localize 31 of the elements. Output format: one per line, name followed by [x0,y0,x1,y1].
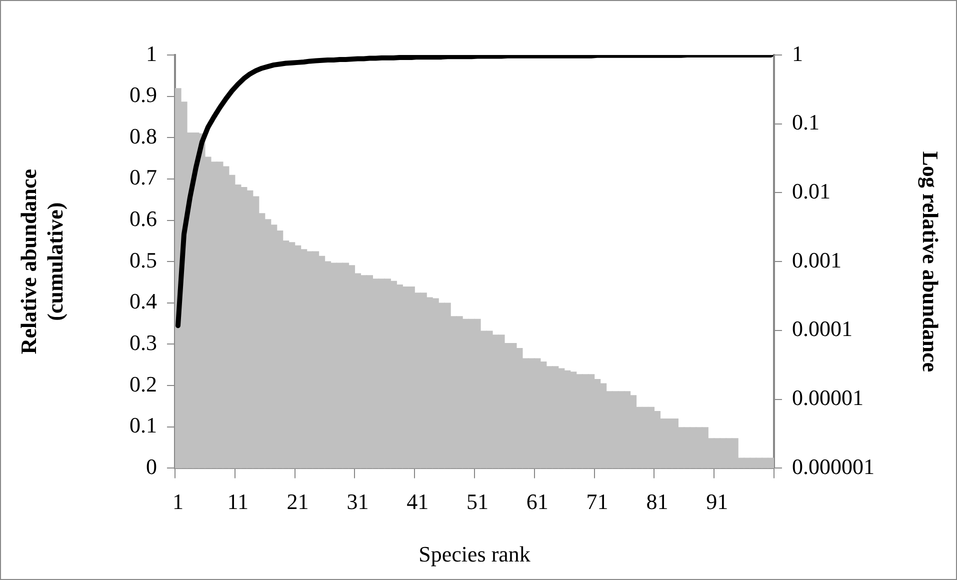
y2-tick-label: 0.01 [792,178,830,204]
x-tick-label: 41 [406,489,429,514]
y-tick-label: 0.5 [130,247,157,272]
x-tick-label: 51 [466,489,488,514]
y-axis-title: Relative abundance (cumulative) [16,168,68,354]
y-tick-label: 0.4 [130,288,157,314]
y2-tick-label: 1 [792,40,803,66]
y-tick-label: 0.3 [130,330,157,356]
y-tick-label: 0.7 [130,164,157,190]
x-tick-label: 91 [706,489,728,514]
x-tick-label: 61 [526,489,548,514]
x-axis-title: Species rank [418,542,530,567]
y2-tick-label: 0.1 [792,110,820,135]
y-tick-label: 0.6 [130,206,157,232]
y-tick-label: 0.8 [130,123,157,148]
x-tick-label: 21 [286,489,309,514]
x-tick-label: 81 [646,489,668,514]
y2-axis-title: Log relative abundance [918,151,944,372]
y-tick-label: 0.2 [130,371,157,396]
x-tick-label: 11 [227,489,248,514]
y-tick-label: 0.9 [130,82,157,108]
x-tick-label: 1 [172,489,184,514]
y-tick-label: 0.1 [130,412,157,438]
y-tick-label: 1 [146,40,157,66]
y2-tick-label: 0.0001 [792,316,852,342]
y2-tick-label: 0.001 [792,247,842,272]
y2-tick-label: 0.000001 [792,454,874,479]
y-tick-label: 0 [146,454,157,479]
x-tick-label: 31 [346,489,369,514]
x-tick-label: 71 [586,489,608,514]
y2-tick-label: 0.00001 [792,385,864,410]
